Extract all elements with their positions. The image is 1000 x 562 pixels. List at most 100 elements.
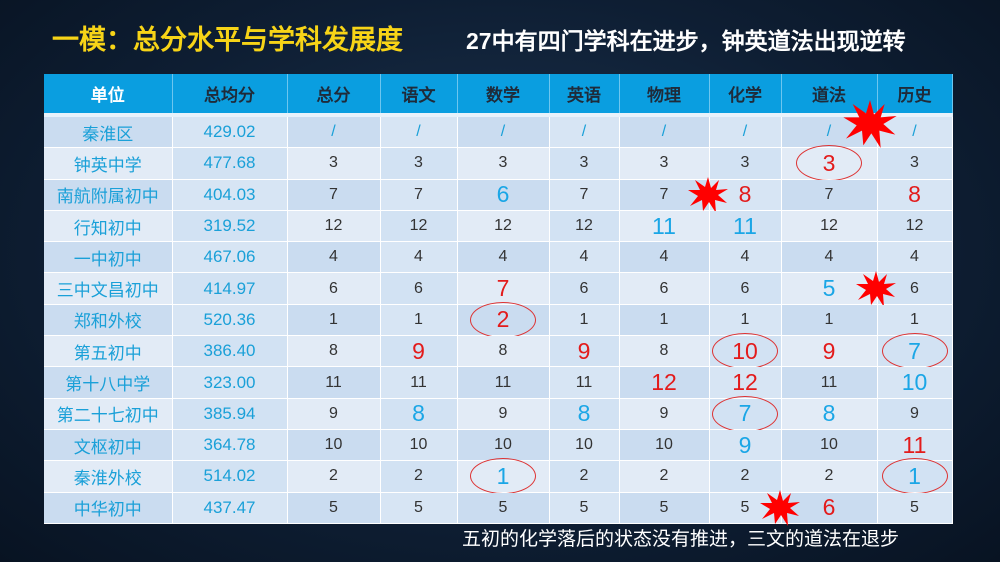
column-header: 历史	[877, 74, 953, 117]
rank-value: 4	[498, 248, 508, 266]
rank-cell: 1	[781, 304, 878, 337]
rank-cell: 2	[781, 460, 878, 493]
rank-cell: 4	[877, 241, 953, 274]
table-row: 第五初中 386.40 8 9 8 9 8 10 9 7	[44, 333, 953, 370]
rank-cell: 4	[549, 241, 620, 274]
rank-cell: 4	[380, 241, 458, 274]
column-header: 化学	[709, 74, 782, 117]
rank-cell: 2	[619, 460, 710, 493]
rank-cell: /	[380, 115, 458, 149]
rank-value: 2	[414, 467, 423, 485]
rank-value: 2	[579, 467, 589, 485]
rank-value: 6	[329, 279, 338, 297]
rank-cell: 4	[619, 241, 710, 274]
rank-cell: 5	[549, 492, 620, 524]
rank-value: 12	[324, 217, 343, 235]
rank-cell: 9	[877, 398, 953, 430]
rank-cell: 1	[380, 304, 458, 337]
rank-cell: 3	[781, 145, 878, 182]
rank-value: 1	[414, 310, 423, 328]
rank-cell: /	[842, 100, 953, 149]
rank-cell: /	[709, 115, 782, 149]
average-score: 520.36	[172, 304, 288, 337]
rank-declined: 8	[908, 181, 921, 208]
rank-cell: 1	[619, 304, 710, 337]
rank-value: 4	[910, 248, 919, 266]
rank-value: 9	[329, 404, 338, 422]
rank-value: /	[416, 123, 421, 141]
rank-value: /	[826, 123, 832, 141]
rank-cell: 2	[457, 301, 550, 338]
rank-cell: 10	[549, 429, 620, 462]
rank-value: 3	[579, 154, 589, 172]
rank-value: 5	[498, 498, 508, 516]
rank-cell: 12	[709, 366, 782, 399]
rank-value: 6	[659, 279, 669, 297]
slide-title: 一模：总分水平与学科发展度	[52, 25, 403, 55]
rank-declined: 12	[732, 369, 758, 396]
rank-value: /	[500, 123, 506, 141]
rank-cell: 7	[380, 179, 458, 211]
table-row: 三中文昌初中 414.97 6 6 7 6 6 6 5 6	[44, 270, 953, 307]
rank-cell: 1	[549, 304, 620, 337]
school-name: 第十八中学	[44, 366, 173, 399]
rank-cell: 8	[549, 398, 620, 430]
rank-value: 10	[494, 436, 512, 454]
rank-value: 4	[579, 248, 589, 266]
rank-value: 6	[579, 279, 589, 297]
rank-cell: 10	[709, 333, 782, 370]
rank-value: 9	[659, 404, 669, 422]
table-row: 秦淮外校 514.02 2 2 1 2 2 2 2 1	[44, 458, 953, 495]
rank-cell: 11	[709, 210, 782, 243]
table-row: 南航附属初中 404.03 7 7 6 7 7 8 7 8	[44, 176, 953, 213]
rank-cell: 1	[877, 304, 953, 337]
rank-cell: 12	[287, 210, 381, 243]
starburst-icon	[687, 176, 728, 213]
average-score: 467.06	[172, 241, 288, 274]
rank-value: 12	[820, 217, 838, 235]
rank-cell: 9	[619, 398, 710, 430]
rank-cell: 5	[457, 492, 550, 524]
rank-cell: 7	[709, 395, 782, 432]
footnote: 五初的化学落后的状态没有推进，三文的道法在退步	[462, 529, 900, 550]
rank-value: 1	[659, 310, 669, 328]
rank-cell: 7	[781, 179, 878, 211]
rank-value: 3	[498, 154, 508, 172]
rank-value: 7	[329, 185, 338, 203]
rank-declined: 9	[577, 337, 591, 364]
rank-cell: 9	[457, 398, 550, 430]
rank-value: 3	[910, 154, 919, 172]
rank-value: 1	[824, 310, 834, 328]
starburst-icon	[840, 100, 900, 149]
rank-value: 1	[740, 310, 750, 328]
rank-cell: 6	[619, 272, 710, 305]
rank-value: 5	[659, 498, 669, 516]
rank-value: 7	[824, 185, 834, 203]
school-name: 第二十七初中	[44, 398, 173, 430]
rank-improved: 6	[496, 181, 510, 208]
rank-declined: 8	[738, 181, 752, 208]
school-name: 中华初中	[44, 492, 173, 524]
rank-declined: 9	[412, 337, 425, 364]
rank-cell: 3	[380, 147, 458, 180]
rank-value: 1	[910, 310, 919, 328]
rank-value: 11	[575, 373, 593, 391]
rank-cell: 4	[709, 241, 782, 274]
rank-cell: 8	[457, 335, 550, 368]
rank-value: 12	[905, 217, 924, 235]
rank-value: 5	[740, 498, 750, 516]
school-name: 行知初中	[44, 210, 173, 243]
column-header: 道法	[781, 74, 878, 117]
rank-value: 3	[659, 154, 669, 172]
rank-value: 9	[910, 404, 919, 422]
rank-value: 2	[659, 467, 669, 485]
rank-cell: 11	[549, 366, 620, 399]
rank-cell: 8	[380, 398, 458, 430]
rank-value: 5	[910, 498, 919, 516]
rank-cell: 11	[877, 429, 953, 462]
rank-cell: 1	[457, 458, 550, 495]
table-row: 行知初中 319.52 12 12 12 12 11 11 12 12	[44, 210, 953, 243]
rank-cell: 7	[457, 272, 550, 305]
starburst-icon	[759, 489, 800, 526]
rank-value: 3	[414, 154, 423, 172]
